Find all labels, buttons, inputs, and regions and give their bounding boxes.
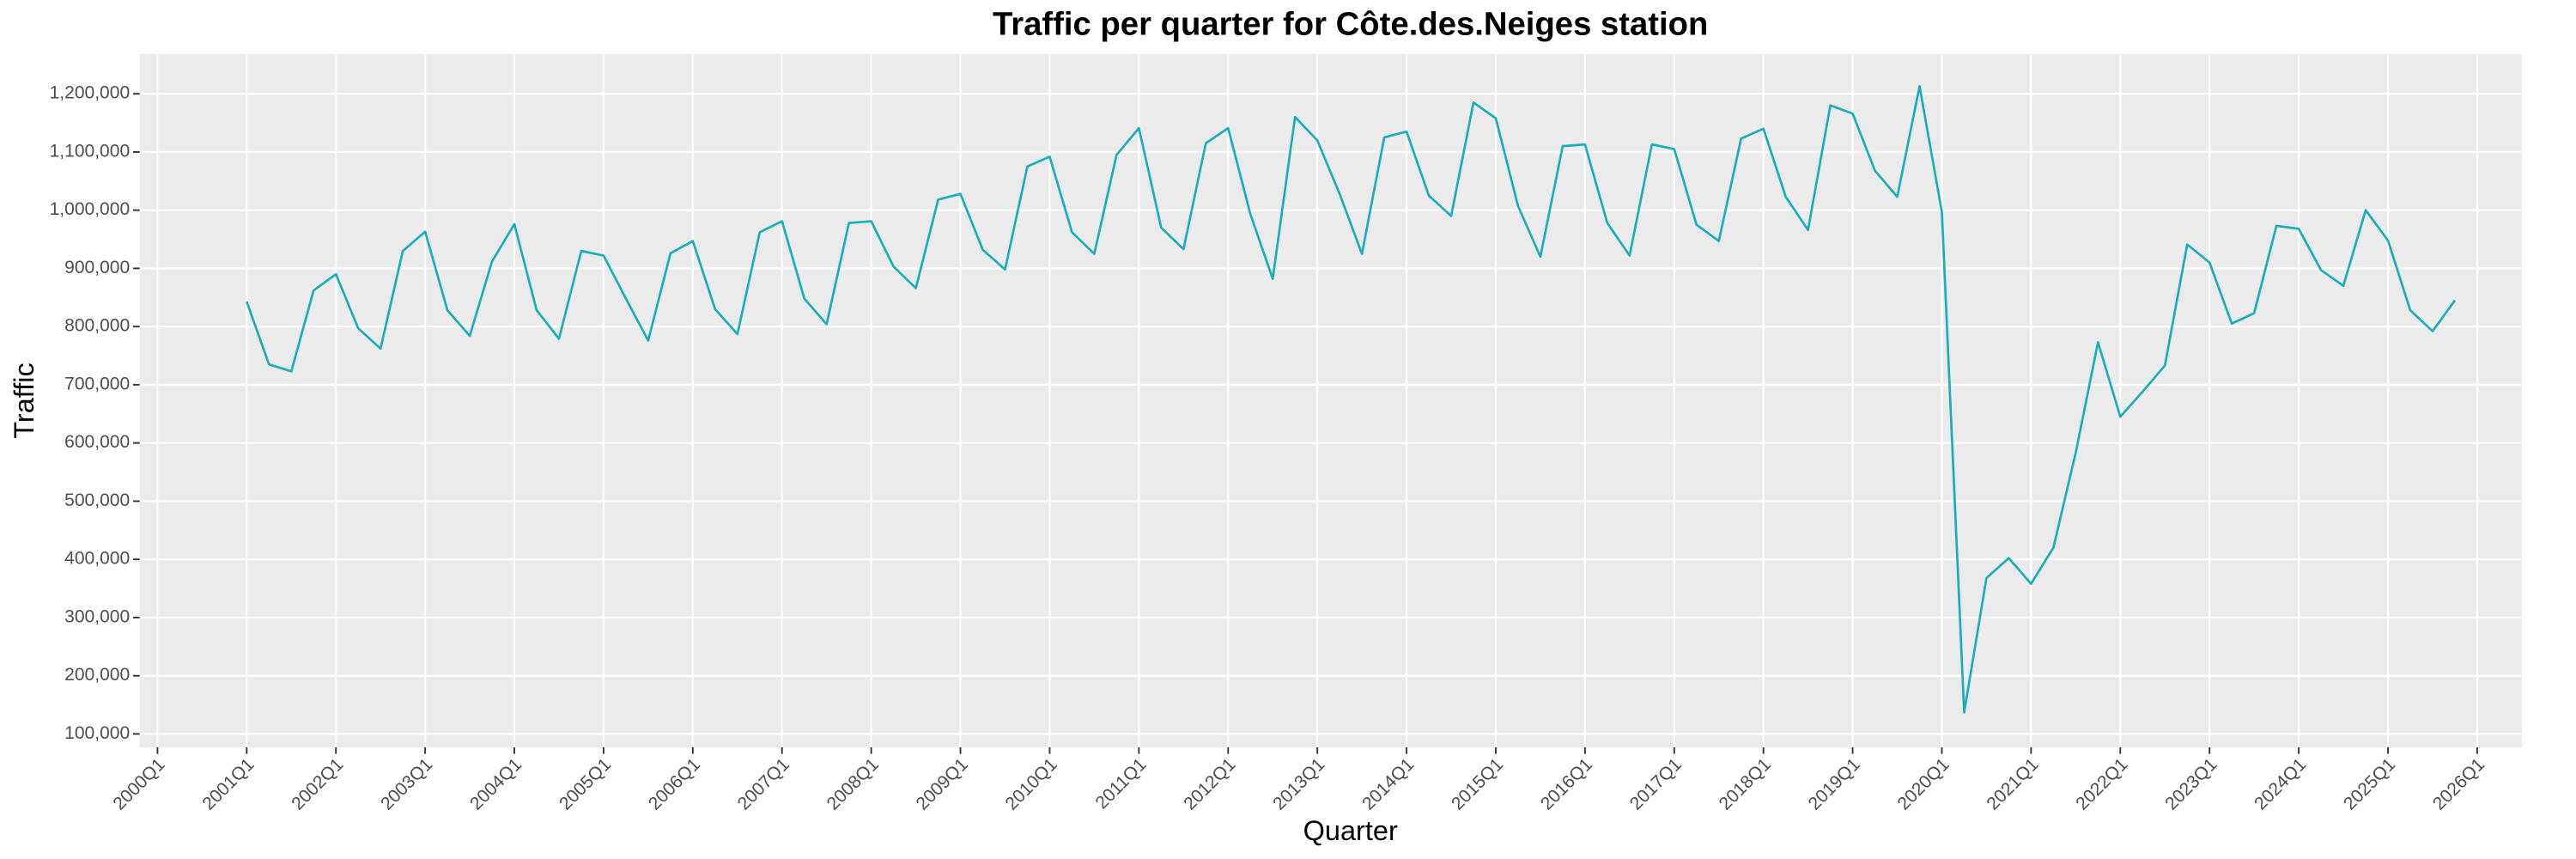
x-tick-label: 2024Q1 xyxy=(2251,754,2310,813)
x-tick-label: 2011Q1 xyxy=(1091,754,1150,813)
x-tick-label: 2009Q1 xyxy=(913,754,972,813)
x-tick-label: 2005Q1 xyxy=(556,754,615,813)
y-tick-label: 700,000 xyxy=(64,374,130,393)
x-tick-label: 2019Q1 xyxy=(1805,754,1864,813)
x-tick-label: 2026Q1 xyxy=(2429,754,2488,813)
x-tick-label: 2015Q1 xyxy=(1448,754,1507,813)
y-tick-label: 1,200,000 xyxy=(50,83,131,103)
plot xyxy=(246,85,2457,714)
x-tick-label: 2010Q1 xyxy=(1001,754,1060,813)
x-axis-title: Quarter xyxy=(1303,815,1398,846)
y-tick-label: 500,000 xyxy=(64,490,130,510)
y-tick-label: 400,000 xyxy=(64,549,130,569)
x-tick-label: 2017Q1 xyxy=(1626,754,1686,813)
grid xyxy=(139,54,2522,747)
x-tick-label: 2000Q1 xyxy=(109,754,168,813)
chart-title: Traffic per quarter for Côte.des.Neiges … xyxy=(993,6,1708,43)
y-tick-label: 800,000 xyxy=(64,316,130,336)
panel xyxy=(139,54,2522,747)
x-tick-label: 2014Q1 xyxy=(1358,754,1418,813)
x-tick-label: 2021Q1 xyxy=(1983,754,2042,813)
x-tick-label: 2006Q1 xyxy=(645,754,704,813)
y-tick-label: 100,000 xyxy=(64,723,130,743)
x-tick-label: 2002Q1 xyxy=(288,754,347,813)
y-tick-label: 1,100,000 xyxy=(50,141,131,161)
x-tick-label: 2007Q1 xyxy=(734,754,793,813)
x-tick-label: 2025Q1 xyxy=(2340,754,2399,813)
x-tick-label: 2003Q1 xyxy=(377,754,436,813)
x-tick-label: 2013Q1 xyxy=(1269,754,1328,813)
y-tick-label: 600,000 xyxy=(64,432,130,452)
x-tick-label: 2012Q1 xyxy=(1180,754,1239,813)
y-axis-title: Traffic xyxy=(9,362,39,438)
y-tick-label: 300,000 xyxy=(64,606,130,626)
x-tick-label: 2018Q1 xyxy=(1716,754,1775,813)
x-tick-label: 2004Q1 xyxy=(466,754,526,813)
x-tick-label: 2023Q1 xyxy=(2161,754,2221,813)
y-tick-label: 1,000,000 xyxy=(50,199,131,219)
x-tick-label: 2022Q1 xyxy=(2072,754,2131,813)
y-tick-label: 900,000 xyxy=(64,258,130,277)
x-tick-label: 2020Q1 xyxy=(1894,754,1953,813)
x-tick-label: 2016Q1 xyxy=(1537,754,1596,813)
x-tick-label: 2001Q1 xyxy=(198,754,258,813)
y-tick-label: 200,000 xyxy=(64,665,130,685)
x-tick-label: 2008Q1 xyxy=(823,754,883,813)
line-series xyxy=(246,85,2457,714)
